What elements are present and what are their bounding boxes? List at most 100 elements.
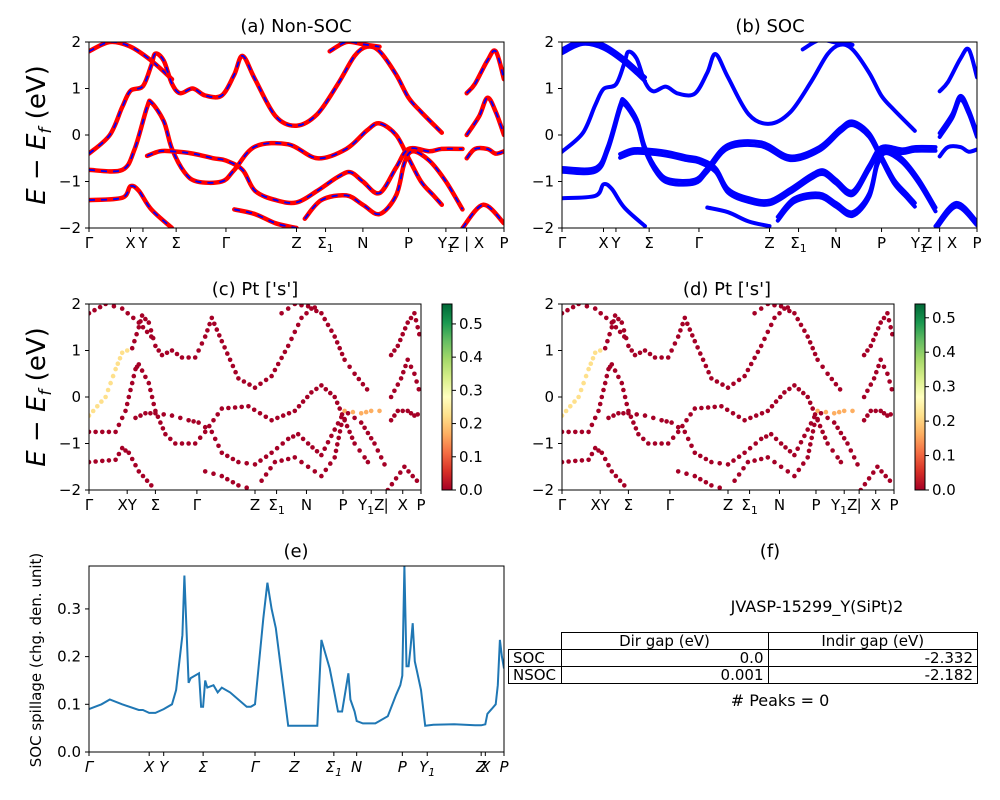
projection-point <box>144 329 150 335</box>
projection-point <box>126 394 132 400</box>
x-tick-label: N <box>357 234 368 252</box>
projection-point <box>148 387 153 393</box>
x-tick-label: | <box>857 496 862 514</box>
x-tick-label: Y <box>137 234 148 252</box>
projection-point <box>415 325 421 330</box>
projection-point <box>395 343 401 349</box>
projection-point <box>364 387 370 392</box>
projection-point <box>885 371 890 377</box>
x-tick-label: Γ <box>85 234 94 252</box>
projection-point <box>405 357 411 363</box>
projection-point <box>838 459 844 465</box>
projection-point <box>795 446 800 452</box>
projection-point <box>89 459 92 465</box>
projection-point <box>163 431 168 437</box>
projection-point <box>295 431 301 437</box>
colorbar-bar <box>441 303 453 491</box>
x-tick-label: X <box>143 758 155 776</box>
panel-f-subtitle: JVASP-15299_Y(SiPt)2 <box>730 597 904 617</box>
projection-point <box>778 464 784 470</box>
band-line <box>89 42 175 82</box>
projection-point <box>665 441 671 446</box>
projection-points <box>562 304 894 490</box>
x-tick-label: Y1Z <box>830 496 857 517</box>
projection-point <box>205 328 210 333</box>
projection-point <box>113 366 118 372</box>
projection-point <box>225 453 230 459</box>
x-tick-label: X <box>479 758 491 776</box>
projection-point <box>579 429 585 435</box>
projection-point <box>368 436 374 441</box>
projection-point <box>352 441 357 446</box>
projection-point <box>236 483 241 488</box>
y-tick-label: 1 <box>544 342 554 360</box>
projection-point <box>202 429 208 435</box>
panel-f-table: Dir gap (eV) Indir gap (eV) SOC 0.0 -2.3… <box>508 632 978 684</box>
projection-point <box>410 473 416 479</box>
projection-point <box>888 412 893 417</box>
projection-point <box>269 450 274 456</box>
x-tick-label: Σ1 <box>790 234 806 255</box>
y-tick-label: 2 <box>71 33 81 51</box>
projection-point <box>808 442 813 447</box>
projection-point <box>768 431 774 437</box>
projection-point <box>669 348 674 353</box>
projection-point <box>878 357 883 363</box>
projection-point <box>414 478 420 484</box>
band-line <box>232 207 299 228</box>
projection-point <box>337 406 343 411</box>
projection-point <box>659 355 664 360</box>
projection-point <box>398 337 403 343</box>
projection-point <box>599 394 605 400</box>
projection-point <box>736 414 742 420</box>
projection-point <box>765 455 771 460</box>
projection-point <box>186 355 191 360</box>
x-tick-label: X <box>125 234 135 252</box>
projection-point <box>753 441 758 446</box>
projection-point <box>342 416 347 422</box>
projection-point <box>211 471 216 477</box>
table-header-cell <box>508 632 561 650</box>
projection-point <box>236 459 241 465</box>
table-cell: -2.332 <box>767 649 978 667</box>
projection-point <box>698 351 703 356</box>
projection-point <box>99 399 104 404</box>
projection-point <box>833 381 839 387</box>
projection-point <box>698 453 703 459</box>
projection-point <box>295 322 301 328</box>
y-tick-label: 2 <box>544 33 554 51</box>
band-line <box>562 97 917 205</box>
projection-point <box>263 454 269 460</box>
panel-a-title: (a) Non-SOC <box>240 16 351 37</box>
x-tick-label: Γ <box>85 496 94 514</box>
projection-point <box>617 478 623 484</box>
projection-point <box>332 394 338 400</box>
projection-point <box>93 459 98 464</box>
projection-point <box>873 331 878 337</box>
projection-point <box>616 374 621 380</box>
projection-point <box>812 351 818 357</box>
projection-point <box>805 394 810 400</box>
projection-point <box>609 325 615 330</box>
projection-point <box>601 387 606 393</box>
x-tick-label: N <box>774 496 785 514</box>
projection-point <box>138 413 143 418</box>
projection-point <box>328 390 333 396</box>
panel-c-colorbar: 0.5 0.4 0.3 0.2 0.1 0.0 <box>441 303 483 499</box>
projection-point <box>812 422 817 428</box>
projection-point <box>812 414 817 420</box>
projection-point <box>156 348 161 353</box>
projection-point <box>134 331 139 337</box>
projection-point <box>604 373 610 379</box>
projection-point <box>862 481 868 487</box>
projection-point <box>602 456 608 462</box>
projection-point <box>773 436 779 442</box>
projection-point <box>357 448 362 453</box>
projection-point <box>850 408 855 414</box>
projection-point <box>616 411 621 416</box>
projection-point <box>837 387 843 392</box>
projection-point <box>408 411 414 416</box>
projection-point <box>883 473 888 479</box>
projection-point <box>174 351 180 357</box>
projection-point <box>113 457 118 463</box>
